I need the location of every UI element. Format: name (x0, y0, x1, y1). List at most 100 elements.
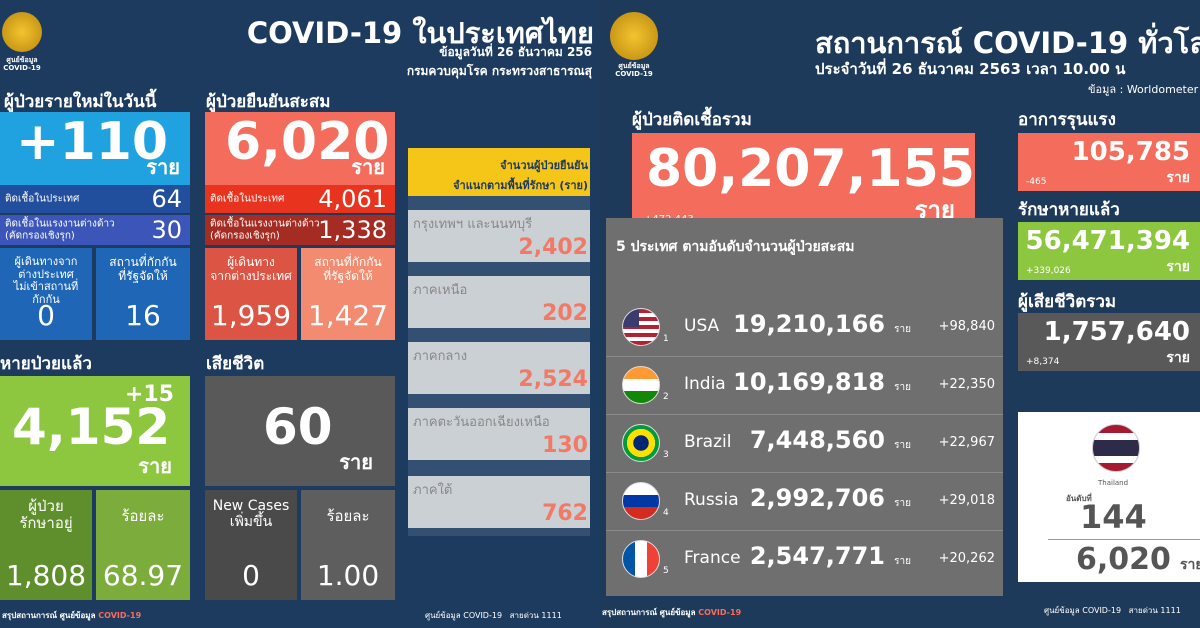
countries-box: 5 ประเทศ ตามอันดับจำนวนผู้ป่วยสะสม 1 USA … (606, 218, 1003, 596)
cell-label: New Cases เพิ่มขึ้น (212, 498, 290, 531)
country-name: USA (684, 316, 720, 336)
unit: ราย (1166, 259, 1190, 275)
region-value: 2,524 (518, 367, 588, 392)
cell-value: 1,808 (5, 559, 87, 592)
region-label: กรุงเทพฯ และนนทบุรี (413, 217, 533, 232)
region-label: ภาคใต้ (413, 483, 453, 498)
heading-line: จำนวนผู้ป่วยยืนยัน (500, 159, 588, 172)
cell-value: 68.97 (102, 559, 184, 592)
cell-label: สถานที่กักกัน ที่รัฐจัดให้ (314, 255, 382, 283)
country-total: 10,169,818 (733, 368, 885, 396)
unit: ราย (138, 454, 172, 478)
stat-box: 56,471,394 +339,026 ราย (1018, 222, 1200, 280)
stat-cell: ร้อยละ 1.00 (301, 490, 395, 600)
section-heading: หายป่วยแล้ว (0, 354, 92, 374)
logo-text: ศูนย์ข้อมูล COVID-19 (615, 62, 653, 79)
cell-label: ร้อยละ (121, 507, 165, 525)
unit: ราย (146, 155, 180, 179)
cumulative-box: 6,020 ราย (205, 112, 395, 185)
rank: 1 (663, 334, 669, 344)
regions-heading: จำนวนผู้ป่วยยืนยัน จำแนกตามพื้นที่รักษา … (408, 148, 590, 196)
region-label: ภาคกลาง (413, 349, 468, 364)
countries-heading: 5 ประเทศ ตามอันดับจำนวนผู้ป่วยสะสม (616, 239, 855, 255)
title: COVID-19 ในประเทศไทย (246, 16, 594, 50)
cell-label: ผู้เดินทางจาก ต่างประเทศ ไม่เข้าสถานที่ก… (13, 255, 79, 306)
country-row: 1 USA 19,210,166 ราย +98,840 (606, 298, 1003, 357)
country-total: 19,210,166 (733, 310, 885, 338)
rank: 144 (1080, 498, 1147, 536)
footer: สรุปสถานการณ์ ศูนย์ข้อมูล COVID-19 (2, 609, 141, 622)
row-label: ติดเชื้อในประเทศ (210, 193, 285, 205)
row-label: ติดเชื้อในแรงงานต่างด้าว (คัดกรองเชิงรุก… (210, 218, 320, 242)
flag (622, 308, 660, 346)
row-value: 64 (151, 185, 182, 213)
country-change: +29,018 (938, 493, 995, 508)
logo-text: ศูนย์ข้อมูล COVID-19 (3, 56, 41, 73)
stat-row: ติดเชื้อในแรงงานต่างด้าว (คัดกรองเชิงรุก… (205, 215, 395, 245)
stat-row: ติดเชื้อในประเทศ 64 (0, 185, 190, 213)
country-total: 7,448,560 (749, 426, 885, 454)
new-cases-box: +110 ราย (0, 112, 190, 185)
rank: 4 (663, 508, 669, 518)
country-total: 2,992,706 (749, 484, 885, 512)
cell-value: 0 (242, 559, 260, 592)
unit: ราย (894, 440, 911, 451)
country-name: Russia (684, 490, 739, 510)
section-heading: ผู้ป่วยยืนยันสะสม (206, 92, 331, 112)
footer-brand: COVID-19 (698, 608, 742, 617)
footer-hotline: สายด่วน 1111 (1128, 606, 1181, 615)
footer-contact: ศูนย์ข้อมูล COVID-19 สายด่วน 1111 (425, 609, 562, 622)
rank: 2 (663, 392, 669, 402)
cell-value: 16 (125, 299, 161, 332)
unit: ราย (894, 498, 911, 509)
section-heading: รักษาหายแล้ว (1018, 200, 1120, 220)
country-name: France (684, 548, 741, 568)
total: 6,020 (225, 112, 390, 172)
country-row: 3 Brazil 7,448,560 ราย +22,967 (606, 414, 1003, 473)
flag (622, 482, 660, 520)
country-change: +22,350 (938, 377, 995, 392)
unit: ราย (351, 155, 385, 179)
date: ประจำวันที่ 26 ธันวาคม 2563 เวลา 10.00 น (815, 60, 1126, 78)
country-name: Brazil (684, 432, 732, 452)
source: กรมควบคุมโรค กระทรวงสาธารณสุ (406, 64, 592, 78)
stat-cell: ผู้เดินทาง จากต่างประเทศ 1,959 (205, 248, 297, 340)
row-label: ติดเชื้อในประเทศ (5, 193, 80, 205)
change: +15 (124, 382, 174, 407)
stat-change: +339,026 (1026, 266, 1071, 276)
region-row: ภาคตะวันออกเฉียงเหนือ 130 (408, 408, 590, 460)
flag (622, 540, 660, 578)
region-row: กรุงเทพฯ และนนทบุรี 2,402 (408, 210, 590, 262)
flag (1092, 424, 1140, 472)
unit: ราย (894, 324, 911, 335)
cell-value: 1,959 (210, 299, 292, 332)
region-value: 130 (542, 433, 588, 458)
unit: ราย (894, 556, 911, 567)
thailand-total: 6,020 (1076, 542, 1171, 577)
country-change: +98,840 (938, 319, 995, 334)
logo-emblem (610, 12, 658, 60)
footer-summary: สรุปสถานการณ์ ศูนย์ข้อมูล (2, 611, 96, 620)
flag (622, 424, 660, 462)
recovered-box: +15 4,152 ราย (0, 376, 190, 486)
row-value: 1,338 (318, 216, 387, 244)
stat-cell: สถานที่กักกัน ที่รัฐจัดให้ 16 (96, 248, 190, 340)
footer-brand: COVID-19 (98, 611, 142, 620)
section-heading: ผู้ป่วยรายใหม่ในวันนี้ (4, 92, 157, 112)
rank-label: อันดับที่ (1066, 494, 1092, 503)
region-row: ภาคกลาง 2,524 (408, 342, 590, 394)
unit: ราย (339, 450, 373, 474)
stat-box: 105,785 -465 ราย (1018, 133, 1200, 191)
country-change: +22,967 (938, 435, 995, 450)
region-label: ภาคตะวันออกเฉียงเหนือ (413, 415, 550, 430)
stat-cell: ผู้เดินทางจาก ต่างประเทศ ไม่เข้าสถานที่ก… (0, 248, 92, 340)
logo-emblem (2, 12, 42, 52)
region-row: ภาคใต้ 762 (408, 476, 590, 528)
country-row: 5 France 2,547,771 ราย +20,262 (606, 530, 1003, 588)
rank: 5 (663, 566, 669, 576)
country-name: India (684, 374, 726, 394)
unit: ราย (894, 382, 911, 393)
cell-value: 1.00 (316, 559, 380, 592)
heading-line: จำแนกตามพื้นที่รักษา (ราย) (453, 179, 588, 192)
